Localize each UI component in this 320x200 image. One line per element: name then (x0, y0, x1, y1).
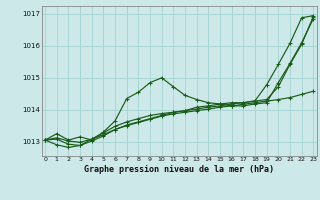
X-axis label: Graphe pression niveau de la mer (hPa): Graphe pression niveau de la mer (hPa) (84, 165, 274, 174)
